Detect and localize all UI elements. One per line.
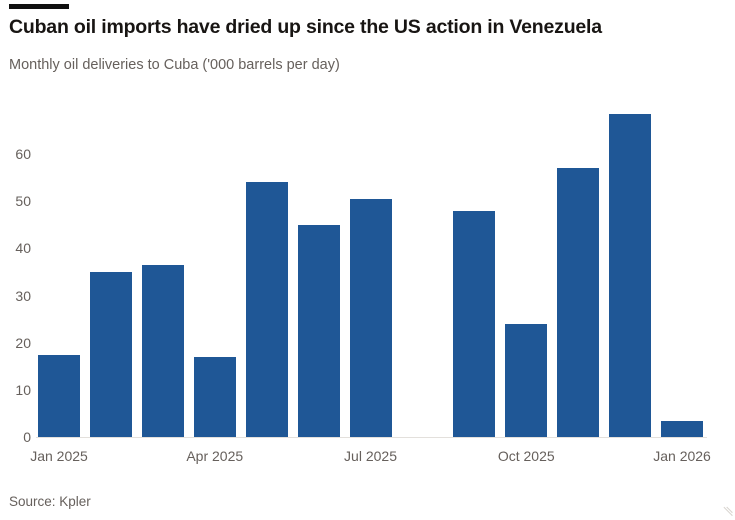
- bar-oct-2025: [505, 323, 548, 437]
- kicker-bar: [9, 4, 69, 9]
- x-axis-line: [36, 437, 707, 438]
- bar-jun-2025: [297, 224, 340, 437]
- y-axis-tick-label: 60: [15, 146, 31, 163]
- bar-jul-2025: [349, 198, 392, 437]
- x-axis-tick-label: Oct 2025: [497, 448, 555, 464]
- bar-jan-2025: [38, 354, 80, 437]
- x-axis-tick-label: Jul 2025: [344, 448, 397, 464]
- x-axis-tick-label: Jan 2026: [653, 448, 711, 464]
- source-label: Source: Kpler: [9, 494, 91, 509]
- y-axis-tick-label: 50: [15, 193, 31, 210]
- bar-nov-2025: [557, 168, 600, 437]
- bar-jan-2026: [661, 420, 704, 437]
- chart-subtitle: Monthly oil deliveries to Cuba ('000 bar…: [9, 57, 340, 73]
- bar-may-2025: [245, 182, 288, 437]
- resize-handle-icon[interactable]: [720, 505, 733, 518]
- plot-area: [38, 107, 706, 437]
- y-axis-tick-label: 0: [23, 429, 31, 445]
- y-axis-tick-label: 40: [15, 240, 31, 257]
- x-axis-tick-label: Apr 2025: [186, 448, 244, 464]
- bar-dec-2025: [609, 114, 652, 437]
- chart-title: Cuban oil imports have dried up since th…: [9, 16, 602, 38]
- bar-feb-2025: [89, 272, 132, 437]
- bar-sep-2025: [453, 210, 496, 437]
- bar-apr-2025: [193, 356, 236, 437]
- bar-mar-2025: [141, 264, 184, 437]
- y-axis-tick-label: 30: [15, 287, 31, 304]
- y-axis-tick-label: 10: [15, 381, 31, 398]
- x-axis-tick-label: Jan 2025: [30, 448, 88, 464]
- y-axis-tick-label: 20: [15, 334, 31, 351]
